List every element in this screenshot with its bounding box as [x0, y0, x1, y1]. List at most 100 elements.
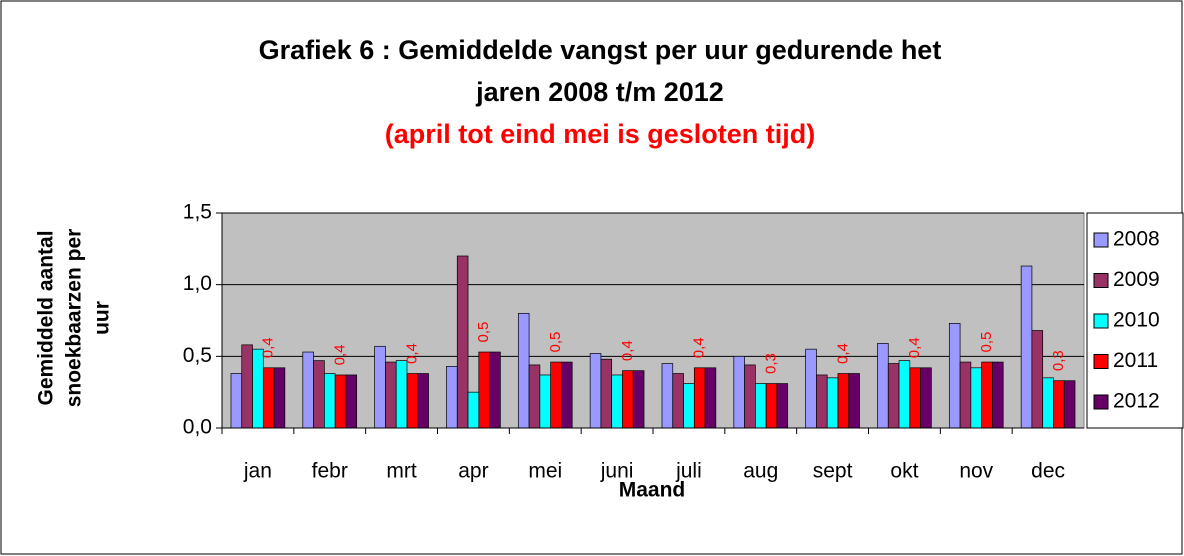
- bar: [345, 374, 358, 429]
- data-label: 0,3: [1050, 350, 1067, 371]
- x-tick-label: apr: [458, 460, 488, 483]
- bar: [981, 361, 993, 429]
- bar: [992, 361, 1004, 429]
- x-axis-label: Maand: [619, 479, 686, 502]
- data-label: 0,4: [260, 337, 277, 358]
- x-tick-label: mei: [528, 460, 562, 483]
- bar: [478, 351, 490, 429]
- legend-label: 2009: [1113, 268, 1160, 291]
- bar: [324, 373, 336, 429]
- legend-label: 2010: [1113, 309, 1160, 332]
- legend-swatch: [1093, 232, 1109, 248]
- x-tick-label: juli: [675, 460, 702, 483]
- bar: [970, 367, 982, 429]
- bar: [622, 370, 634, 429]
- y-tick-label: 0,5: [183, 344, 212, 367]
- bar: [1063, 380, 1076, 429]
- bar: [733, 355, 745, 429]
- y-axis-label: Gemiddeld aantal snoekbaarzen per uur: [35, 229, 114, 408]
- data-label: 0,4: [834, 343, 851, 364]
- bar: [1053, 380, 1065, 429]
- bar: [467, 391, 480, 429]
- bar: [632, 370, 645, 429]
- bar: [909, 367, 921, 429]
- bar: [672, 373, 684, 429]
- chart-subtitle: (april tot eind mei is gesloten tijd): [385, 119, 816, 149]
- bar: [273, 367, 286, 429]
- bar: [406, 373, 419, 429]
- bar: [959, 361, 972, 429]
- data-label: 0,4: [906, 337, 923, 358]
- data-label: 0,4: [331, 345, 348, 366]
- bar: [561, 361, 573, 429]
- bar: [252, 348, 264, 429]
- bar: [550, 361, 562, 429]
- data-label: 0,4: [403, 343, 420, 364]
- x-tick-label: jan: [243, 460, 272, 483]
- bar: [948, 323, 961, 429]
- data-label: 0,4: [619, 340, 636, 361]
- x-tick-label: febr: [312, 460, 348, 483]
- bar: [417, 373, 429, 429]
- bar: [446, 366, 458, 429]
- bar: [744, 364, 756, 429]
- bar: [374, 345, 386, 429]
- bar: [385, 361, 397, 429]
- bar: [816, 374, 828, 429]
- data-label: 0,5: [978, 332, 995, 353]
- data-label: 0,3: [762, 353, 779, 374]
- bar: [887, 363, 900, 429]
- y-axis-label-line: uur: [91, 301, 114, 335]
- bar: [334, 374, 347, 429]
- bar: [755, 383, 767, 429]
- x-tick-label: nov: [959, 460, 993, 483]
- bar: [898, 360, 911, 429]
- bar: [704, 367, 717, 429]
- bar: [1042, 377, 1054, 429]
- bar: [776, 383, 789, 429]
- bar: [837, 373, 850, 429]
- bar: [528, 364, 541, 429]
- legend-label: 2011: [1113, 349, 1158, 372]
- bar: [611, 374, 623, 429]
- bar: [661, 363, 674, 429]
- bar: [920, 367, 932, 429]
- bar: [848, 373, 860, 429]
- y-tick-label: 1,5: [183, 201, 212, 224]
- legend-swatch: [1093, 354, 1109, 369]
- x-tick-label: mrt: [386, 460, 416, 483]
- chart-title: Grafiek 6 : Gemiddelde vangst per uur ge…: [259, 35, 942, 65]
- bar: [765, 383, 778, 429]
- bar: [683, 383, 695, 429]
- x-tick-label: aug: [743, 460, 778, 483]
- legend-swatch: [1093, 273, 1109, 288]
- y-axis-label-line: Gemiddeld aantal: [35, 230, 58, 405]
- y-axis-label-line: snoekbaarzen per: [63, 229, 86, 408]
- bar: [877, 343, 889, 429]
- bar: [517, 312, 530, 429]
- data-label: 0,5: [475, 322, 492, 343]
- bar: [262, 367, 275, 429]
- bar: [1031, 330, 1044, 429]
- bar: [693, 367, 706, 429]
- bar: [600, 358, 613, 429]
- y-tick-label: 0,0: [183, 416, 212, 439]
- legend-label: 2012: [1113, 390, 1160, 413]
- y-tick-label: 1,0: [183, 272, 212, 295]
- x-tick-label: dec: [1031, 460, 1065, 483]
- bar: [302, 351, 314, 429]
- data-label: 0,4: [691, 337, 708, 358]
- bar: [313, 360, 325, 429]
- bar: [1020, 265, 1033, 429]
- x-tick-label: sept: [813, 460, 853, 483]
- bar: [230, 373, 243, 429]
- plot-area: [221, 212, 1085, 429]
- legend-label: 2008: [1113, 228, 1160, 251]
- legend-swatch: [1093, 313, 1109, 329]
- chart-title: jaren 2008 t/m 2012: [475, 77, 724, 107]
- x-tick-label: juni: [600, 460, 634, 483]
- bar: [395, 360, 408, 429]
- bar: [241, 344, 253, 429]
- bar: [456, 255, 469, 429]
